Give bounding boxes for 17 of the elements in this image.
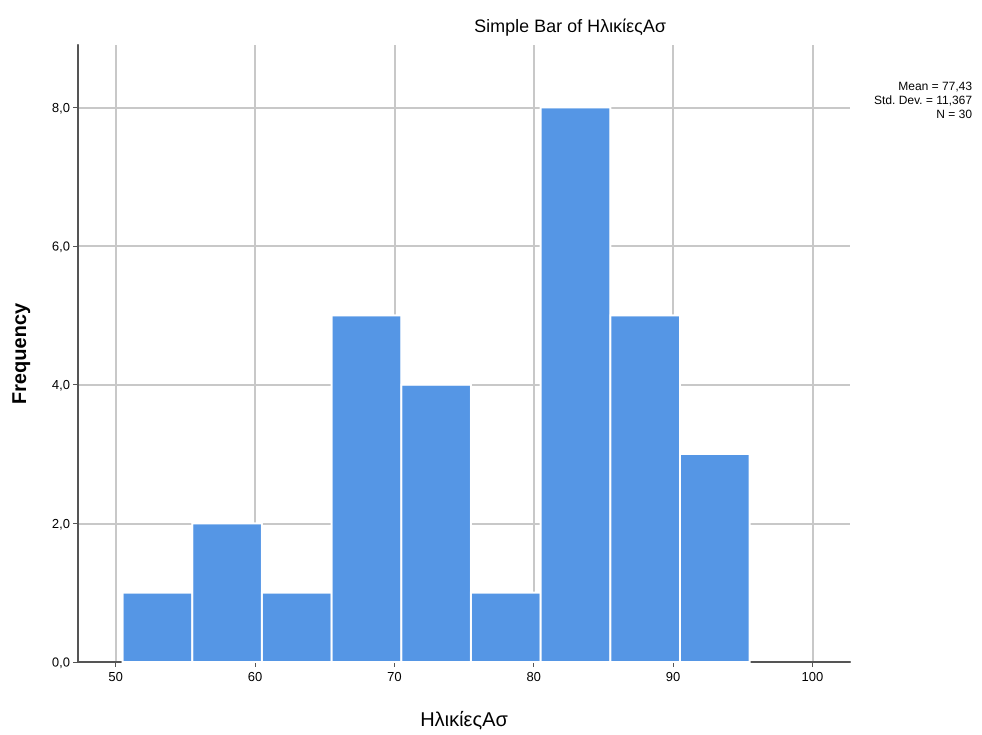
x-tick-label: 90 xyxy=(666,669,680,684)
y-axis-title: Frequency xyxy=(9,302,31,404)
chart-title: Simple Bar of ΗλικίεςΑσ xyxy=(474,16,666,36)
x-tick-label: 100 xyxy=(802,669,824,684)
y-tick-label: 8,0 xyxy=(52,100,70,115)
y-tick-label: 0,0 xyxy=(52,654,70,670)
x-tick-label: 60 xyxy=(248,669,262,684)
text: Std. Dev. = 11,367 xyxy=(874,93,972,107)
y-tick-label: 6,0 xyxy=(52,238,70,254)
y-tick-label: 4,0 xyxy=(52,377,70,392)
text: N = 30 xyxy=(936,107,972,121)
y-tick-label: 2,0 xyxy=(52,516,70,531)
x-tick-label: 80 xyxy=(526,669,541,684)
x-tick-label: 50 xyxy=(108,669,123,684)
x-tick-label: 70 xyxy=(387,669,402,684)
x-axis-title: ΗλικίεςΑσ xyxy=(420,709,508,731)
text: Mean = 77,43 xyxy=(898,79,972,93)
